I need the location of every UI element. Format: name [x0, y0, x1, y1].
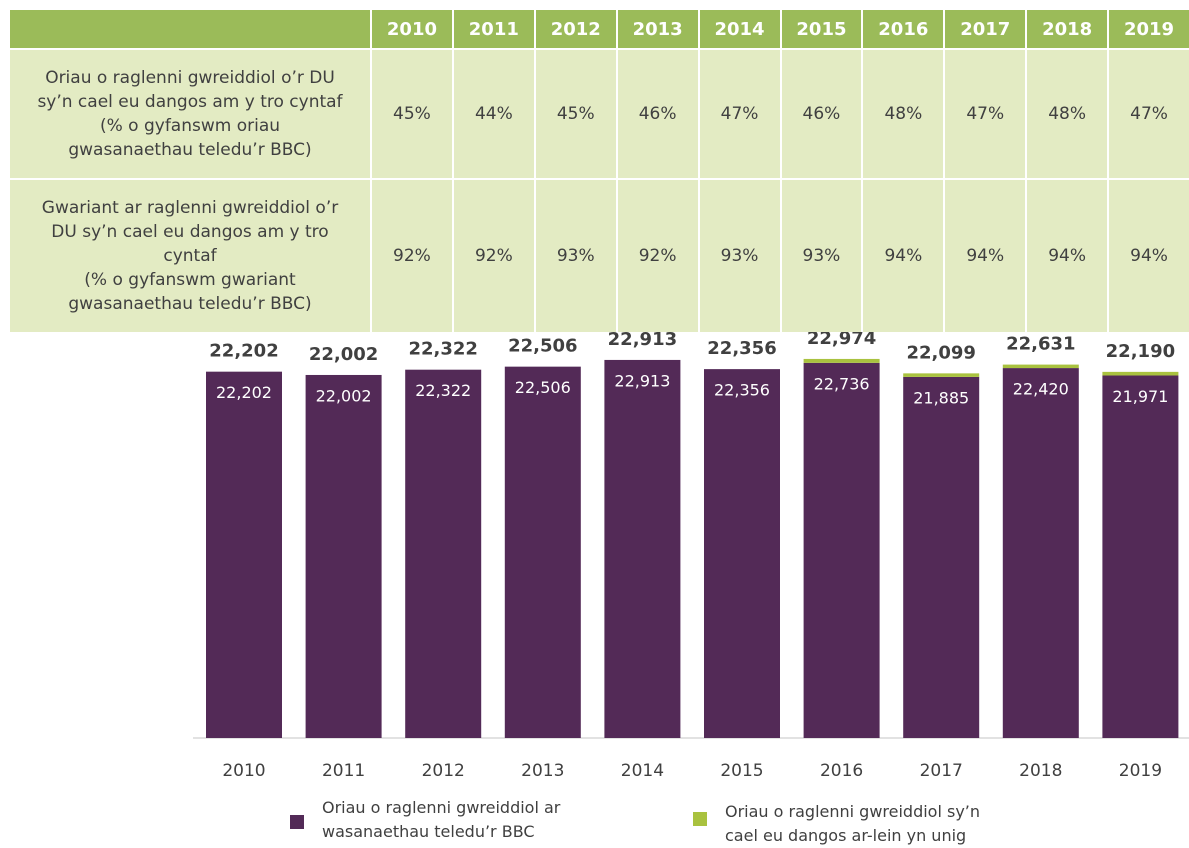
row-label-line: gwasanaethau teledu’r BBC) [68, 140, 312, 160]
column-header: 2013 [617, 10, 698, 48]
bar-segment [504, 366, 581, 738]
x-tick-label: 2014 [621, 761, 664, 781]
cell: 47% [699, 50, 780, 178]
column-header: 2014 [699, 10, 780, 48]
row-label-line: (% o gyfanswm oriau [99, 116, 281, 136]
x-tick-label: 2011 [322, 761, 365, 781]
legend-label: Oriau o raglenni gwreiddiol sy’n cael eu… [725, 802, 981, 845]
cell: 46% [617, 50, 698, 178]
total-label: 22,202 [209, 341, 278, 362]
table: 2010 2011 2012 2013 2014 2015 2016 2017 2018 2019… [10, 10, 1189, 332]
bar-segment [1002, 368, 1079, 738]
cell: 45% [372, 50, 452, 178]
row-label-line: (% o gyfanswm gwariant [84, 270, 296, 290]
column-header: 2012 [535, 10, 616, 48]
row-label-line: DU sy’n cael eu dangos am y tro [51, 222, 329, 242]
bar-segment [903, 373, 980, 377]
bar-value-label: 21,971 [1112, 387, 1168, 406]
x-tick-label: 2012 [422, 761, 465, 781]
total-label: 22,974 [807, 328, 876, 349]
cell: 48% [863, 50, 944, 178]
column-header: 2017 [945, 10, 1026, 48]
column-header: 2010 [372, 10, 452, 48]
row-label: Oriau o raglenni gwreiddiol o’r DU sy’n c… [10, 50, 370, 178]
row-label-line: sy’n cael eu dangos am y tro cyntaf [37, 92, 343, 112]
corner [10, 10, 370, 48]
bar-value-label: 22,736 [814, 374, 870, 393]
cell: 92% [372, 180, 452, 332]
total-label: 22,002 [309, 344, 378, 365]
bar-segment [1002, 364, 1079, 369]
bar-segment [604, 359, 681, 738]
bar-segment [704, 369, 780, 738]
bar-segment [803, 362, 880, 738]
bar-value-label: 22,322 [415, 381, 471, 400]
total-label: 22,099 [906, 342, 975, 363]
x-tick-label: 2013 [521, 761, 564, 781]
cell: 93% [781, 180, 862, 332]
total-label: 22,322 [408, 339, 477, 360]
total-label: 22,356 [707, 338, 776, 359]
total-label: 22,631 [1006, 334, 1075, 355]
row-label-line: Oriau o raglenni gwreiddiol o’r DU [45, 68, 335, 88]
bar-value-label: 22,420 [1013, 380, 1069, 399]
cell: 92% [453, 180, 534, 332]
legend-label: Oriau o raglenni gwreiddiol ar wasanaeth… [322, 798, 561, 841]
bar-segment [1102, 371, 1179, 376]
cell: 48% [1027, 50, 1108, 178]
column-header: 2011 [453, 10, 534, 48]
cell: 94% [1027, 180, 1108, 332]
bar-segment [903, 376, 980, 738]
bar-value-label: 22,506 [515, 378, 571, 397]
bar-value-label: 21,885 [913, 388, 969, 407]
cell: 46% [781, 50, 862, 178]
cell: 94% [945, 180, 1026, 332]
bar-value-label: 22,002 [316, 386, 372, 405]
total-label: 22,506 [508, 336, 577, 357]
column-header: 2019 [1109, 10, 1189, 48]
cell: 47% [945, 50, 1026, 178]
cell: 94% [863, 180, 944, 332]
bar-value-label: 22,913 [614, 371, 670, 390]
row-label: Gwariant ar raglenni gwreiddiol o’r DU sy… [10, 180, 370, 332]
column-header: 2018 [1027, 10, 1108, 48]
bar-value-label: 22,202 [216, 383, 272, 402]
x-tick-label: 2015 [720, 761, 763, 781]
legend-swatch [693, 812, 707, 826]
legend-swatch [290, 815, 304, 829]
bar-segment [1102, 375, 1179, 738]
bar-value-label: 22,356 [714, 381, 770, 400]
bar-segment [405, 369, 482, 738]
row-label-line: Gwariant ar raglenni gwreiddiol o’r [41, 198, 339, 218]
total-label: 22,913 [608, 329, 677, 350]
cell: 92% [617, 180, 698, 332]
cell: 94% [1109, 180, 1189, 332]
x-tick-label: 2010 [222, 761, 265, 781]
column-header: 2016 [863, 10, 944, 48]
column-header: 2015 [781, 10, 862, 48]
row-label-line: gwasanaethau teledu’r BBC) [68, 294, 312, 314]
bar-segment [206, 371, 282, 738]
cell: 45% [535, 50, 616, 178]
x-tick-label: 2018 [1019, 761, 1062, 781]
row-label-line: cyntaf [163, 246, 217, 266]
cell: 93% [699, 180, 780, 332]
bar-segment [305, 374, 382, 738]
x-tick-label: 2016 [820, 761, 863, 781]
cell: 44% [453, 50, 534, 178]
x-tick-label: 2017 [920, 761, 963, 781]
bar-segment [803, 358, 880, 363]
x-tick-label: 2019 [1119, 761, 1162, 781]
total-label: 22,190 [1106, 341, 1175, 362]
cell: 93% [535, 180, 616, 332]
cell: 47% [1109, 50, 1189, 178]
